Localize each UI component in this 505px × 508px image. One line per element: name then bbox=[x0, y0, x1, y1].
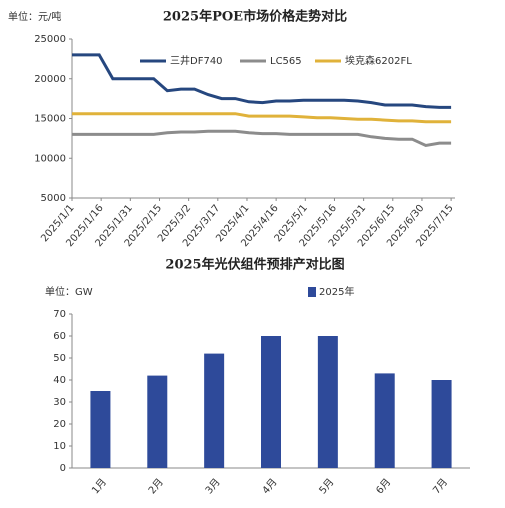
series-line bbox=[72, 129, 452, 148]
x-tick-label: 2月 bbox=[146, 476, 166, 496]
y-tick-label: 0 bbox=[60, 463, 66, 474]
bar bbox=[431, 380, 452, 468]
bar bbox=[147, 375, 168, 468]
bar bbox=[204, 353, 225, 468]
x-tick-label: 6月 bbox=[374, 476, 394, 496]
x-tick-label: 5月 bbox=[317, 476, 337, 496]
y-tick-label: 60 bbox=[53, 331, 66, 342]
series-line bbox=[72, 53, 452, 109]
y-tick-label: 20000 bbox=[34, 74, 66, 85]
unit-label: 单位：元/吨 bbox=[8, 10, 61, 23]
y-tick-label: 20 bbox=[53, 419, 66, 430]
x-tick-label: 3月 bbox=[203, 476, 223, 496]
bar bbox=[317, 336, 338, 468]
y-tick-label: 15000 bbox=[34, 114, 66, 125]
legend-label: 埃克森6202FL bbox=[345, 54, 412, 67]
legend-label: LC565 bbox=[270, 56, 302, 67]
bar bbox=[90, 391, 111, 468]
legend-label: 三井DF740 bbox=[170, 54, 223, 67]
x-tick-label: 1月 bbox=[89, 476, 109, 496]
y-tick-label: 10 bbox=[53, 441, 66, 452]
legend-label: 2025年 bbox=[319, 285, 354, 298]
bar bbox=[261, 336, 281, 468]
unit-label: 单位：GW bbox=[45, 285, 93, 298]
x-tick-label: 7月 bbox=[430, 476, 450, 496]
chart-title: 2025年光伏组件预排产对比图 bbox=[165, 257, 344, 273]
series-line bbox=[72, 112, 452, 124]
y-tick-label: 5000 bbox=[41, 193, 66, 204]
chart-title: 2025年POE市场价格走势对比 bbox=[163, 9, 347, 25]
y-tick-label: 50 bbox=[53, 353, 66, 364]
legend-swatch bbox=[308, 287, 316, 297]
bar bbox=[374, 373, 395, 468]
x-tick-label: 4月 bbox=[260, 476, 280, 496]
y-tick-label: 70 bbox=[53, 309, 66, 320]
y-tick-label: 40 bbox=[53, 375, 66, 386]
y-tick-label: 25000 bbox=[34, 34, 66, 45]
y-tick-label: 30 bbox=[53, 397, 66, 408]
y-tick-label: 10000 bbox=[34, 153, 66, 164]
